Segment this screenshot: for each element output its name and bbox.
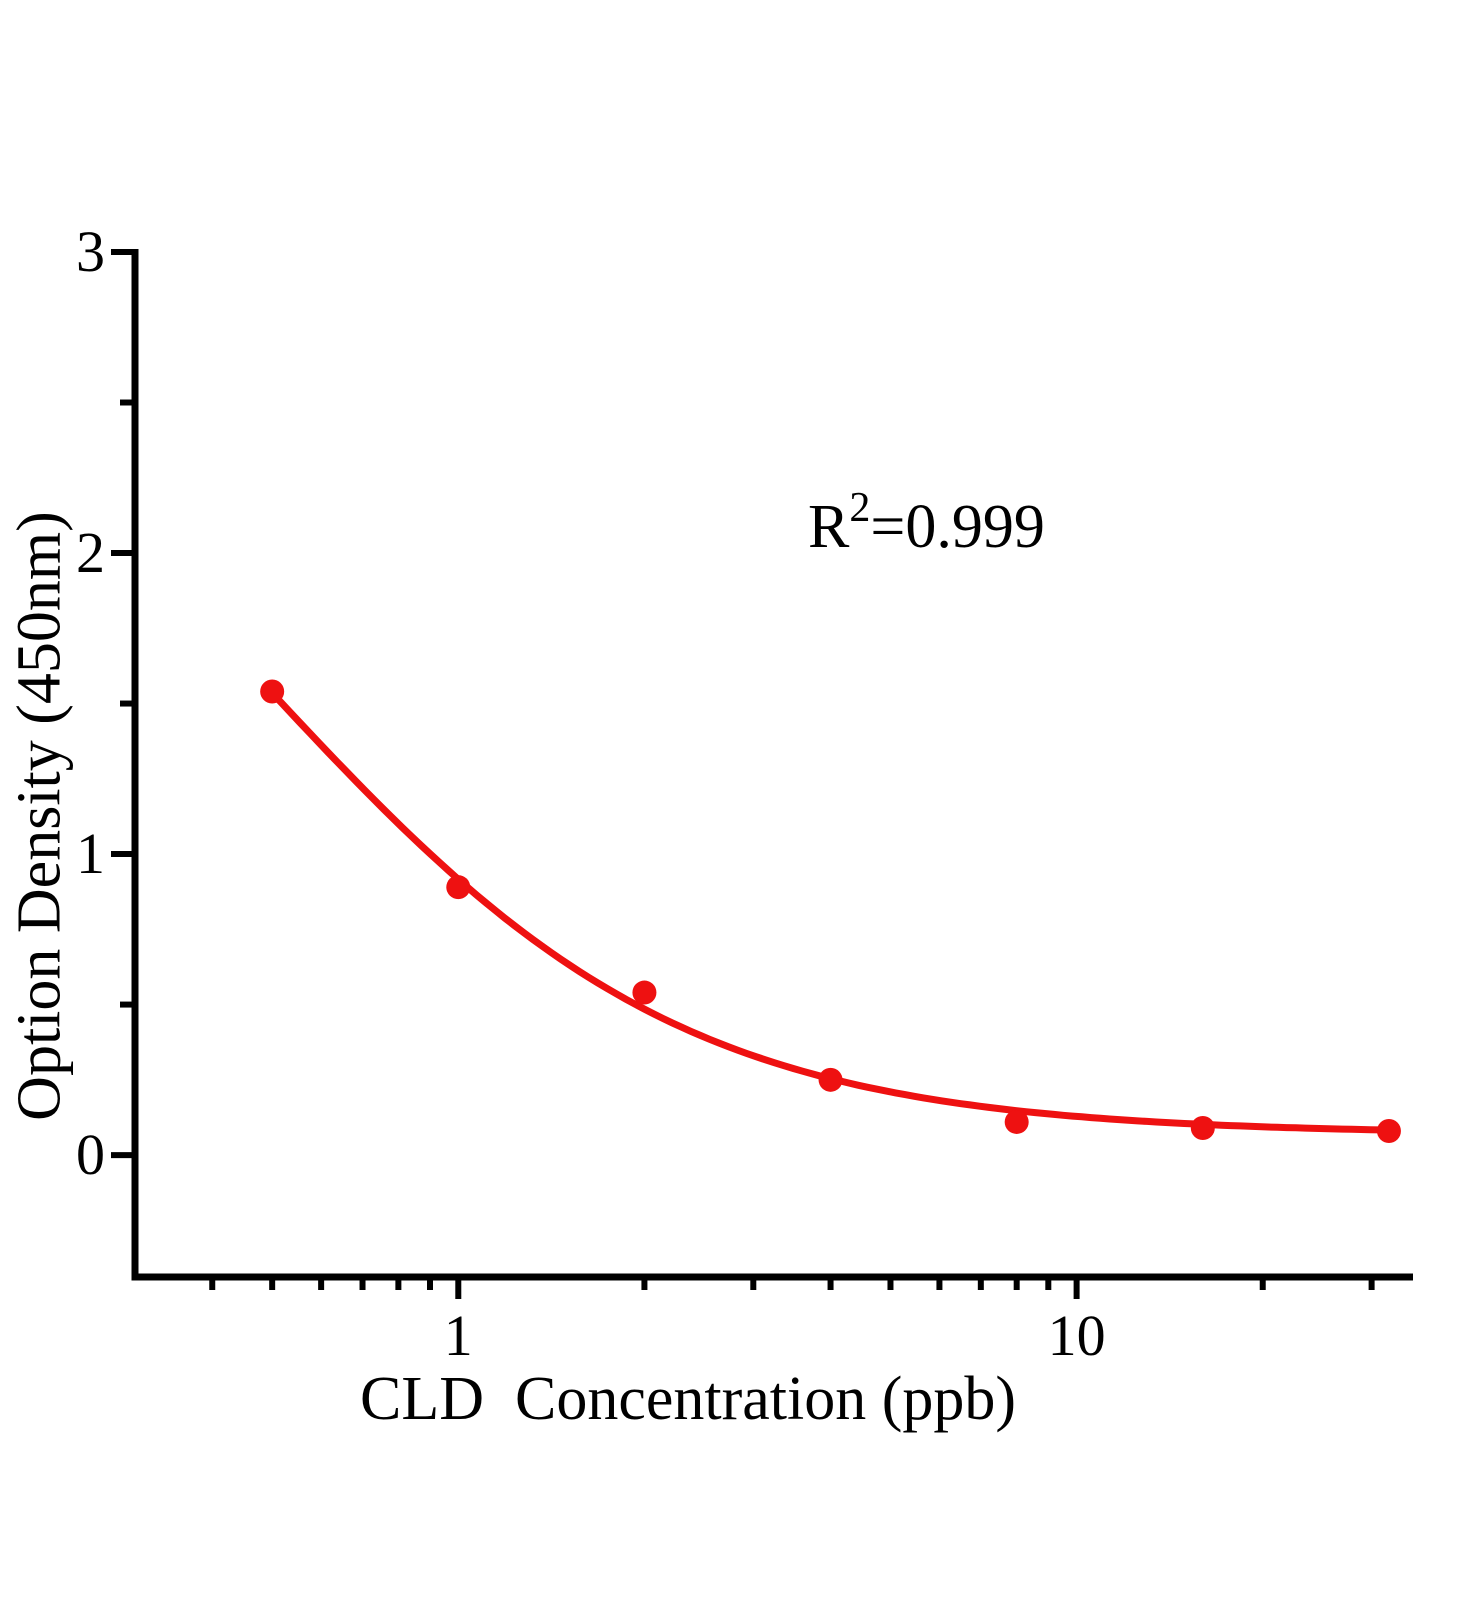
x-axis-title: CLD Concentration (ppb) (359, 1365, 1017, 1433)
data-point (446, 875, 471, 900)
r-squared-exponent: 2 (849, 485, 871, 531)
fit-curve (268, 689, 1393, 1134)
data-point (632, 980, 657, 1005)
y-tick-label: 2 (76, 520, 105, 586)
r-squared-value: =0.999 (870, 493, 1045, 561)
x-tick-label: 1 (443, 1303, 473, 1368)
y-tick-label: 1 (76, 821, 105, 887)
data-point (818, 1067, 843, 1092)
r-squared-annotation: R2=0.999 (808, 485, 1045, 563)
data-point (260, 679, 285, 704)
r-squared-base: R (808, 493, 850, 561)
y-tick-label: 0 (76, 1122, 105, 1188)
x-tick-label: 10 (1047, 1303, 1106, 1368)
data-point (1190, 1115, 1215, 1140)
y-tick-label: 3 (76, 219, 105, 284)
data-point (1376, 1119, 1401, 1144)
data-point (1004, 1109, 1029, 1134)
